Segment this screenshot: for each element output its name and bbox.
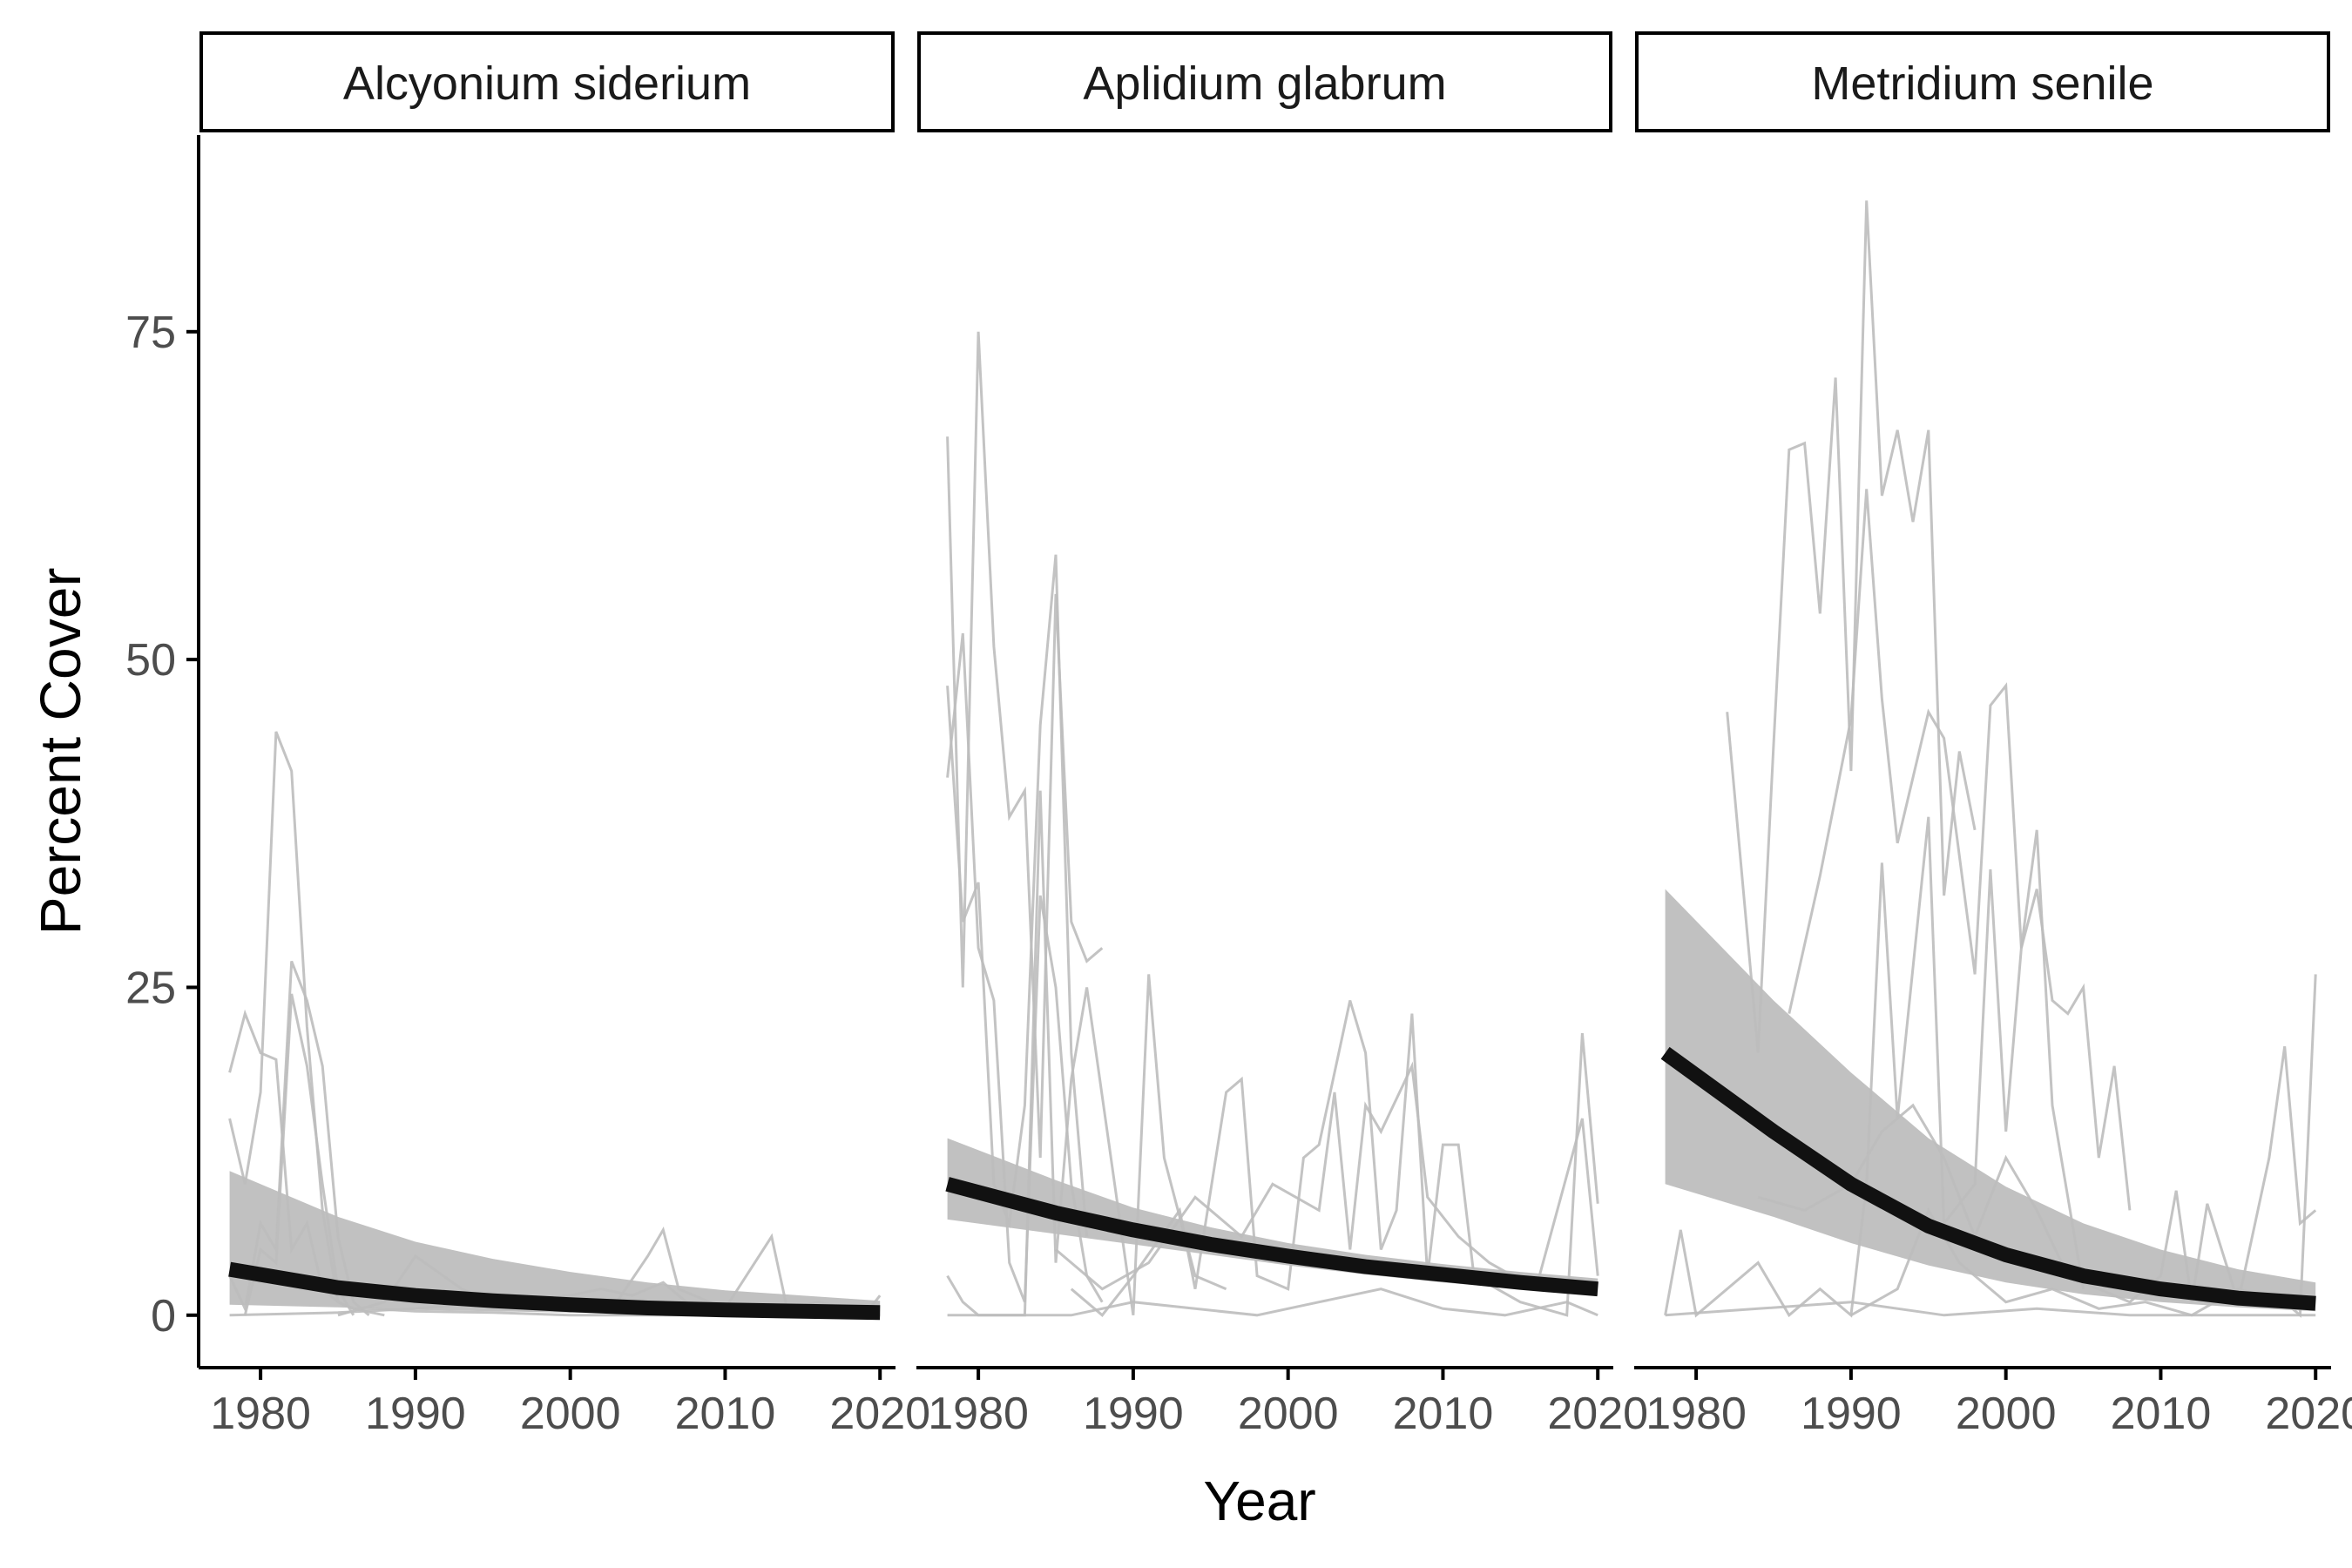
panel-3-x-tick-label-2010: 2010 <box>2111 1389 2212 1439</box>
panel-1-x-tick-label-2010: 2010 <box>675 1389 776 1439</box>
panel-3-confidence-ribbon <box>1665 889 2316 1312</box>
panel-2-x-tick-label-1990: 1990 <box>1083 1389 1184 1439</box>
panel-1-strip <box>199 31 895 132</box>
panel-3: Metridium senile 1980 1990 2000 2010 2020 <box>1634 31 2352 1439</box>
panel-1-title: Alcyonium siderium <box>343 57 751 110</box>
panel-1-x-tick-label-2020: 2020 <box>829 1389 930 1439</box>
panel-2-strip <box>917 31 1612 132</box>
panel-2-x-tick-label-2010: 2010 <box>1393 1389 1494 1439</box>
panel-2-site-line-1 <box>946 331 1104 1159</box>
panel-3-site-line-6 <box>1665 1301 2316 1317</box>
panel-2-site-line-6 <box>1055 1061 1599 1291</box>
panel-1: Alcyonium siderium 1980 1990 2000 2010 2020 <box>199 31 930 1439</box>
panel-3-site-line-1 <box>1726 200 1977 1053</box>
panel-2: Aplidium glabrum 1980 1990 2000 2010 2020 <box>916 31 1648 1439</box>
panel-3-x-tick-label-2020: 2020 <box>2265 1389 2352 1439</box>
y-axis: 0 25 50 75 <box>125 135 200 1368</box>
panel-3-x-tick-label-1990: 1990 <box>1801 1389 1902 1439</box>
panel-3-strip <box>1635 31 2330 132</box>
panel-1-site-line-2 <box>228 731 385 1317</box>
y-tick-label-50: 50 <box>125 635 176 686</box>
panel-2-x-tick-label-1980: 1980 <box>928 1389 1029 1439</box>
panel-1-x-tick-label-2000: 2000 <box>520 1389 621 1439</box>
panel-1-x-tick-label-1990: 1990 <box>365 1389 466 1439</box>
panel-2-title: Aplidium glabrum <box>1083 57 1446 110</box>
panel-3-x-tick-label-2000: 2000 <box>1956 1389 2057 1439</box>
x-axis-title: Year <box>1203 1470 1315 1532</box>
panel-2-x-tick-label-2000: 2000 <box>1238 1389 1339 1439</box>
panel-1-x-tick-label-1980: 1980 <box>210 1389 311 1439</box>
y-tick-label-0: 0 <box>151 1291 176 1342</box>
panel-1-fit-line <box>228 1261 881 1321</box>
panel-2-site-line-2 <box>946 554 1089 1237</box>
panel-3-x-tick-label-1980: 1980 <box>1646 1389 1747 1439</box>
panel-1-confidence-ribbon <box>229 1171 881 1315</box>
y-tick-label-75: 75 <box>125 308 176 358</box>
panel-3-fit-line <box>1660 1046 2316 1311</box>
panel-3-site-line-2 <box>1788 489 2132 1211</box>
panel-2-fit-line <box>945 1177 1598 1297</box>
panel-2-site-line-7 <box>947 1288 1598 1317</box>
y-axis-title: Percent Cover <box>28 568 92 936</box>
panel-3-site-line-4 <box>1757 1045 2317 1308</box>
panel-3-title: Metridium senile <box>1811 57 2153 110</box>
panel-1-site-line-5 <box>337 1227 882 1317</box>
panel-1-site-line-4 <box>243 993 355 1316</box>
y-tick-label-25: 25 <box>125 963 176 1013</box>
panel-2-x-tick-label-2020: 2020 <box>1547 1389 1648 1439</box>
